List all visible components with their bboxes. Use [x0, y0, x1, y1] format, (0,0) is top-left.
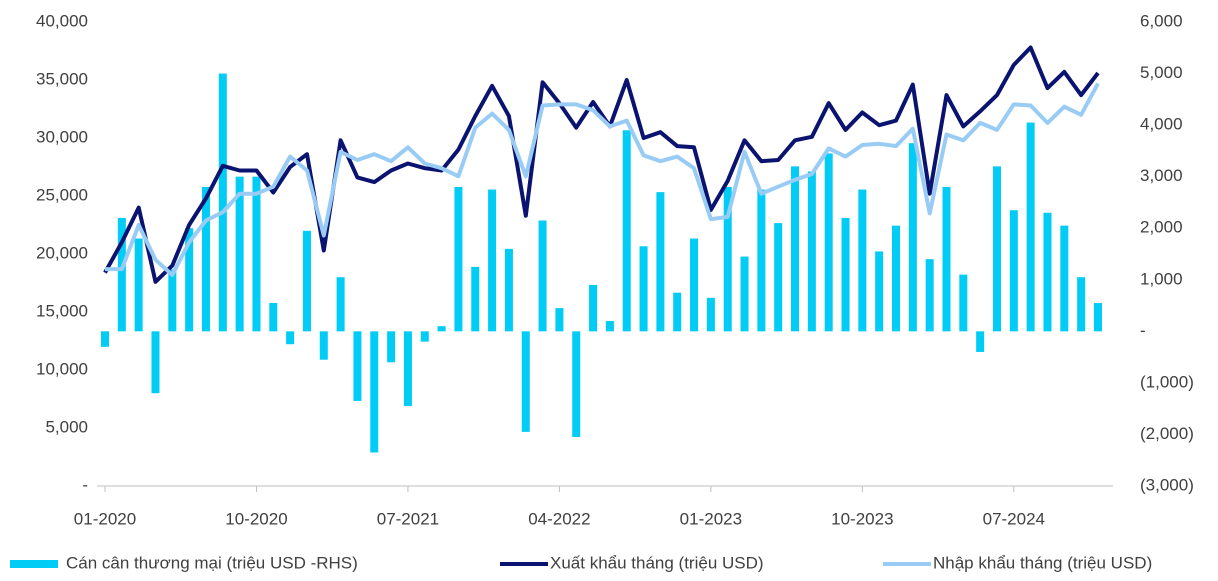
line [105, 82, 1100, 277]
bar [269, 302, 278, 332]
bar [101, 331, 109, 347]
bar [942, 186, 951, 332]
y2-tick-label: 5,000 [1140, 63, 1183, 82]
bar [976, 331, 985, 352]
bar [420, 331, 429, 342]
bar [690, 238, 699, 332]
bar [1043, 212, 1052, 332]
bar [336, 277, 345, 332]
bar [824, 153, 833, 332]
y2-tick-label: 4,000 [1140, 115, 1183, 134]
y2-tick-label: 6,000 [1140, 11, 1183, 30]
bar [791, 166, 800, 332]
bar [908, 143, 917, 332]
bar [151, 331, 160, 394]
bar [807, 171, 816, 332]
bar [504, 248, 513, 332]
bar [572, 331, 581, 438]
bar [1077, 277, 1086, 332]
y2-tick-label: (3,000) [1140, 475, 1194, 494]
bar [488, 189, 497, 332]
bar [471, 266, 480, 332]
x-tick-label: 04-2022 [528, 509, 590, 528]
x-tick-label: 01-2020 [74, 509, 136, 528]
bar [706, 297, 715, 332]
bar [185, 228, 194, 332]
bar [168, 269, 177, 332]
bar [370, 331, 379, 453]
bar [1093, 302, 1102, 332]
y2-tick-label: 1,000 [1140, 269, 1183, 288]
bar [622, 130, 631, 332]
bar [286, 331, 295, 345]
bar [757, 189, 766, 332]
bar [134, 238, 143, 332]
bar [1009, 210, 1018, 332]
bar [437, 326, 446, 332]
bar [1060, 225, 1069, 332]
bar [892, 225, 901, 332]
y-tick-label: 15,000 [36, 301, 88, 320]
bar [252, 176, 261, 332]
x-tick-label: 07-2021 [377, 509, 439, 528]
bar [403, 331, 412, 407]
bar [117, 217, 126, 332]
bar [353, 331, 362, 401]
legend-label: Cán cân thương mại (triệu USD -RHS) [66, 553, 358, 572]
bar [639, 246, 648, 332]
bar [605, 321, 614, 332]
bar [858, 189, 867, 332]
bar [538, 220, 547, 332]
bar [555, 308, 564, 332]
bar [201, 186, 210, 332]
y2-tick-label: 2,000 [1140, 218, 1183, 237]
y2-tick-label: (2,000) [1140, 424, 1194, 443]
bar [925, 259, 934, 332]
bar [740, 256, 749, 332]
bar [959, 274, 968, 332]
bar [673, 292, 682, 332]
bar [774, 223, 783, 332]
bar [218, 73, 227, 332]
bar [319, 331, 328, 360]
y-tick-label: 20,000 [36, 243, 88, 262]
x-tick-label: 10-2023 [831, 509, 893, 528]
bar [656, 192, 665, 332]
y-tick-label: 10,000 [36, 359, 88, 378]
bar [454, 186, 463, 332]
y2-tick-label: (1,000) [1140, 372, 1194, 391]
bar [875, 251, 884, 332]
y-tick-label: 40,000 [36, 11, 88, 30]
bar [235, 176, 244, 332]
bar [302, 230, 311, 332]
bar [387, 331, 396, 363]
x-tick-label: 07-2024 [983, 509, 1045, 528]
bar [521, 331, 530, 432]
y-tick-label: 35,000 [36, 69, 88, 88]
y2-tick-label: 3,000 [1140, 166, 1183, 185]
y-tick-label: 25,000 [36, 185, 88, 204]
bar [1026, 122, 1035, 332]
y-tick-label: 30,000 [36, 127, 88, 146]
x-tick-label: 10-2020 [225, 509, 287, 528]
y-tick-label: 5,000 [45, 417, 88, 436]
legend-label: Xuất khẩu tháng (triệu USD) [550, 553, 764, 572]
legend-label: Nhập khẩu tháng (triệu USD) [933, 553, 1152, 572]
y2-tick-label: - [1140, 321, 1146, 340]
bar [589, 284, 598, 332]
bar [841, 217, 850, 332]
y-tick-label: - [82, 475, 88, 494]
legend-swatch [10, 560, 58, 568]
x-tick-label: 01-2023 [680, 509, 742, 528]
bar [992, 166, 1001, 332]
bar [723, 186, 732, 332]
